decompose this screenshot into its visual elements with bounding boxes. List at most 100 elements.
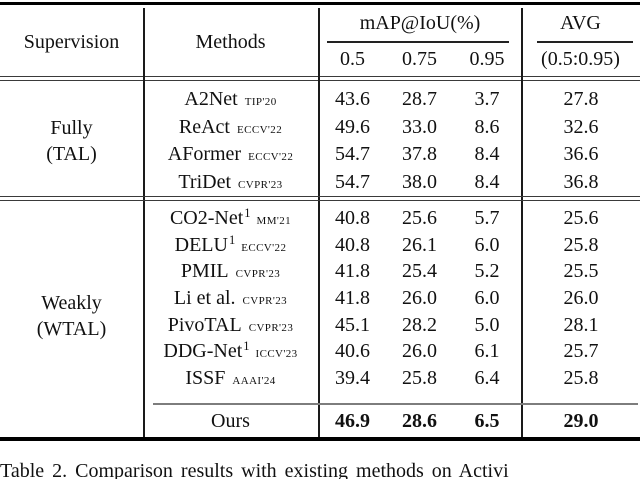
table-row: AFormer ECCV'22 54.7 37.8 8.4 36.6	[0, 141, 640, 169]
supervision-fully-line2: (TAL)	[46, 143, 97, 165]
map-0.75-value: 25.6	[402, 206, 437, 229]
map-0.95-value: 6.1	[474, 340, 500, 363]
header-iou-0.75: 0.75	[402, 47, 437, 70]
supervision-weakly-line2: (WTAL)	[36, 318, 107, 340]
avg-value: 25.6	[563, 206, 599, 229]
weakly-wtal-rows: CO2-Net 1 MM'21 40.8 25.6 5.7 25.6 DELU 1 EC…	[0, 205, 640, 392]
table-row: TriDet CVPR'23 54.7 38.0 8.4 36.8	[0, 169, 640, 197]
venue-tag: AAAI'24	[232, 375, 276, 388]
method-name: A2Net TIP'20	[184, 88, 277, 111]
table-row: ISSF AAAI'24 39.4 25.8 6.4 25.8	[0, 365, 640, 392]
map-0.95-value: 6.0	[474, 233, 500, 256]
header-iou-0.5: 0.5	[340, 47, 365, 70]
ours-row: Ours 46.9 28.6 6.5 29.0	[0, 406, 640, 436]
section-double-rule	[0, 196, 640, 202]
method-name: PivoTAL CVPR'23	[167, 313, 294, 336]
ours-label: Ours	[211, 409, 250, 432]
avg-value: 26.0	[563, 287, 599, 310]
ours-avg-value: 29.0	[563, 409, 599, 432]
map-0.95-value: 8.6	[474, 115, 500, 138]
venue-tag: ECCV'22	[241, 241, 287, 254]
map-0.5-value: 40.6	[335, 340, 370, 363]
map-0.5-value: 49.6	[335, 115, 370, 138]
map-0.75-value: 28.7	[402, 88, 437, 111]
venue-tag: TIP'20	[244, 96, 277, 109]
avg-value: 36.6	[563, 143, 599, 166]
map-0.5-value: 40.8	[335, 206, 370, 229]
map-0.95-value: 8.4	[474, 143, 500, 166]
table-row: CO2-Net 1 MM'21 40.8 25.6 5.7 25.6	[0, 205, 640, 232]
map-0.75-value: 26.1	[402, 233, 437, 256]
map-0.75-value: 25.8	[402, 367, 437, 390]
avg-group-underline	[537, 41, 633, 43]
map-0.5-value: 54.7	[335, 170, 370, 193]
header-methods: Methods	[195, 30, 266, 53]
venue-tag: CVPR'23	[238, 178, 283, 191]
avg-value: 25.7	[563, 340, 599, 363]
avg-value: 25.5	[563, 260, 599, 283]
avg-value: 25.8	[563, 367, 599, 390]
map-0.95-value: 3.7	[474, 88, 500, 111]
map-0.95-value: 5.2	[474, 260, 500, 283]
ours-map-0.75-value: 28.6	[402, 409, 437, 432]
vertical-rule-supervision-methods	[143, 8, 145, 437]
venue-tag: ECCV'22	[236, 123, 283, 136]
avg-value: 28.1	[563, 313, 599, 336]
method-name: TriDet CVPR'23	[178, 170, 283, 193]
map-group-underline	[327, 41, 509, 43]
map-0.95-value: 5.0	[474, 313, 500, 336]
method-name: DDG-Net 1 ICCV'23	[163, 339, 298, 363]
map-0.75-value: 25.4	[402, 260, 437, 283]
table-row: DELU 1 ECCV'22 40.8 26.1 6.0 25.8	[0, 232, 640, 259]
supervision-label-weakly: Weakly (WTAL)	[0, 290, 143, 342]
map-0.75-value: 28.2	[402, 313, 437, 336]
table-row: DDG-Net 1 ICCV'23 40.6 26.0 6.1 25.7	[0, 339, 640, 366]
supervision-fully-line1: Fully	[50, 117, 93, 139]
method-name: PMIL CVPR'23	[180, 260, 281, 283]
header-map-iou-group: mAP@IoU(%)	[359, 11, 481, 34]
supervision-label-fully: Fully (TAL)	[0, 115, 143, 167]
fully-tal-rows: A2Net TIP'20 43.6 28.7 3.7 27.8 ReAct ECCV…	[0, 86, 640, 196]
venue-tag: CVPR'23	[248, 321, 294, 334]
ours-separator-rule	[153, 403, 638, 405]
vertical-rule-map-avg	[521, 8, 523, 437]
venue-tag: ICCV'23	[255, 348, 298, 361]
avg-value: 25.8	[563, 233, 599, 256]
header-bottom-double-rule	[0, 76, 640, 82]
map-0.75-value: 33.0	[402, 115, 437, 138]
ours-map-0.95-value: 6.5	[474, 409, 500, 432]
method-name: ReAct ECCV'22	[178, 115, 283, 138]
avg-value: 32.6	[563, 115, 599, 138]
vertical-rule-methods-map	[318, 8, 320, 437]
map-0.75-value: 26.0	[402, 287, 437, 310]
map-0.75-value: 38.0	[402, 170, 437, 193]
table-row: ReAct ECCV'22 49.6 33.0 8.6 32.6	[0, 114, 640, 142]
method-name: AFormer ECCV'22	[167, 143, 294, 166]
table-row: Li et al. CVPR'23 41.8 26.0 6.0 26.0	[0, 285, 640, 312]
method-name: CO2-Net 1 MM'21	[169, 205, 292, 229]
map-0.95-value: 8.4	[474, 170, 500, 193]
map-0.5-value: 43.6	[335, 88, 370, 111]
header-avg-group: AVG	[560, 11, 601, 34]
map-0.95-value: 6.0	[474, 287, 500, 310]
method-name: Li et al. CVPR'23	[173, 287, 288, 310]
map-0.75-value: 26.0	[402, 340, 437, 363]
map-0.95-value: 6.4	[474, 367, 500, 390]
map-0.75-value: 37.8	[402, 143, 437, 166]
supervision-weakly-line1: Weakly	[41, 292, 102, 314]
table-row: A2Net TIP'20 43.6 28.7 3.7 27.8	[0, 86, 640, 114]
method-name: ISSF AAAI'24	[185, 367, 276, 390]
table-top-rule	[0, 2, 640, 5]
venue-tag: CVPR'23	[235, 268, 281, 281]
map-0.5-value: 41.8	[335, 260, 370, 283]
table-row: PivoTAL CVPR'23 45.1 28.2 5.0 28.1	[0, 312, 640, 339]
venue-tag: ECCV'22	[248, 151, 294, 164]
avg-value: 27.8	[563, 88, 599, 111]
table-bottom-rule	[0, 437, 640, 441]
venue-tag: CVPR'23	[242, 295, 288, 308]
map-0.95-value: 5.7	[474, 206, 500, 229]
table-row: PMIL CVPR'23 41.8 25.4 5.2 25.5	[0, 258, 640, 285]
map-0.5-value: 39.4	[335, 367, 370, 390]
method-name: DELU 1 ECCV'22	[174, 232, 287, 256]
